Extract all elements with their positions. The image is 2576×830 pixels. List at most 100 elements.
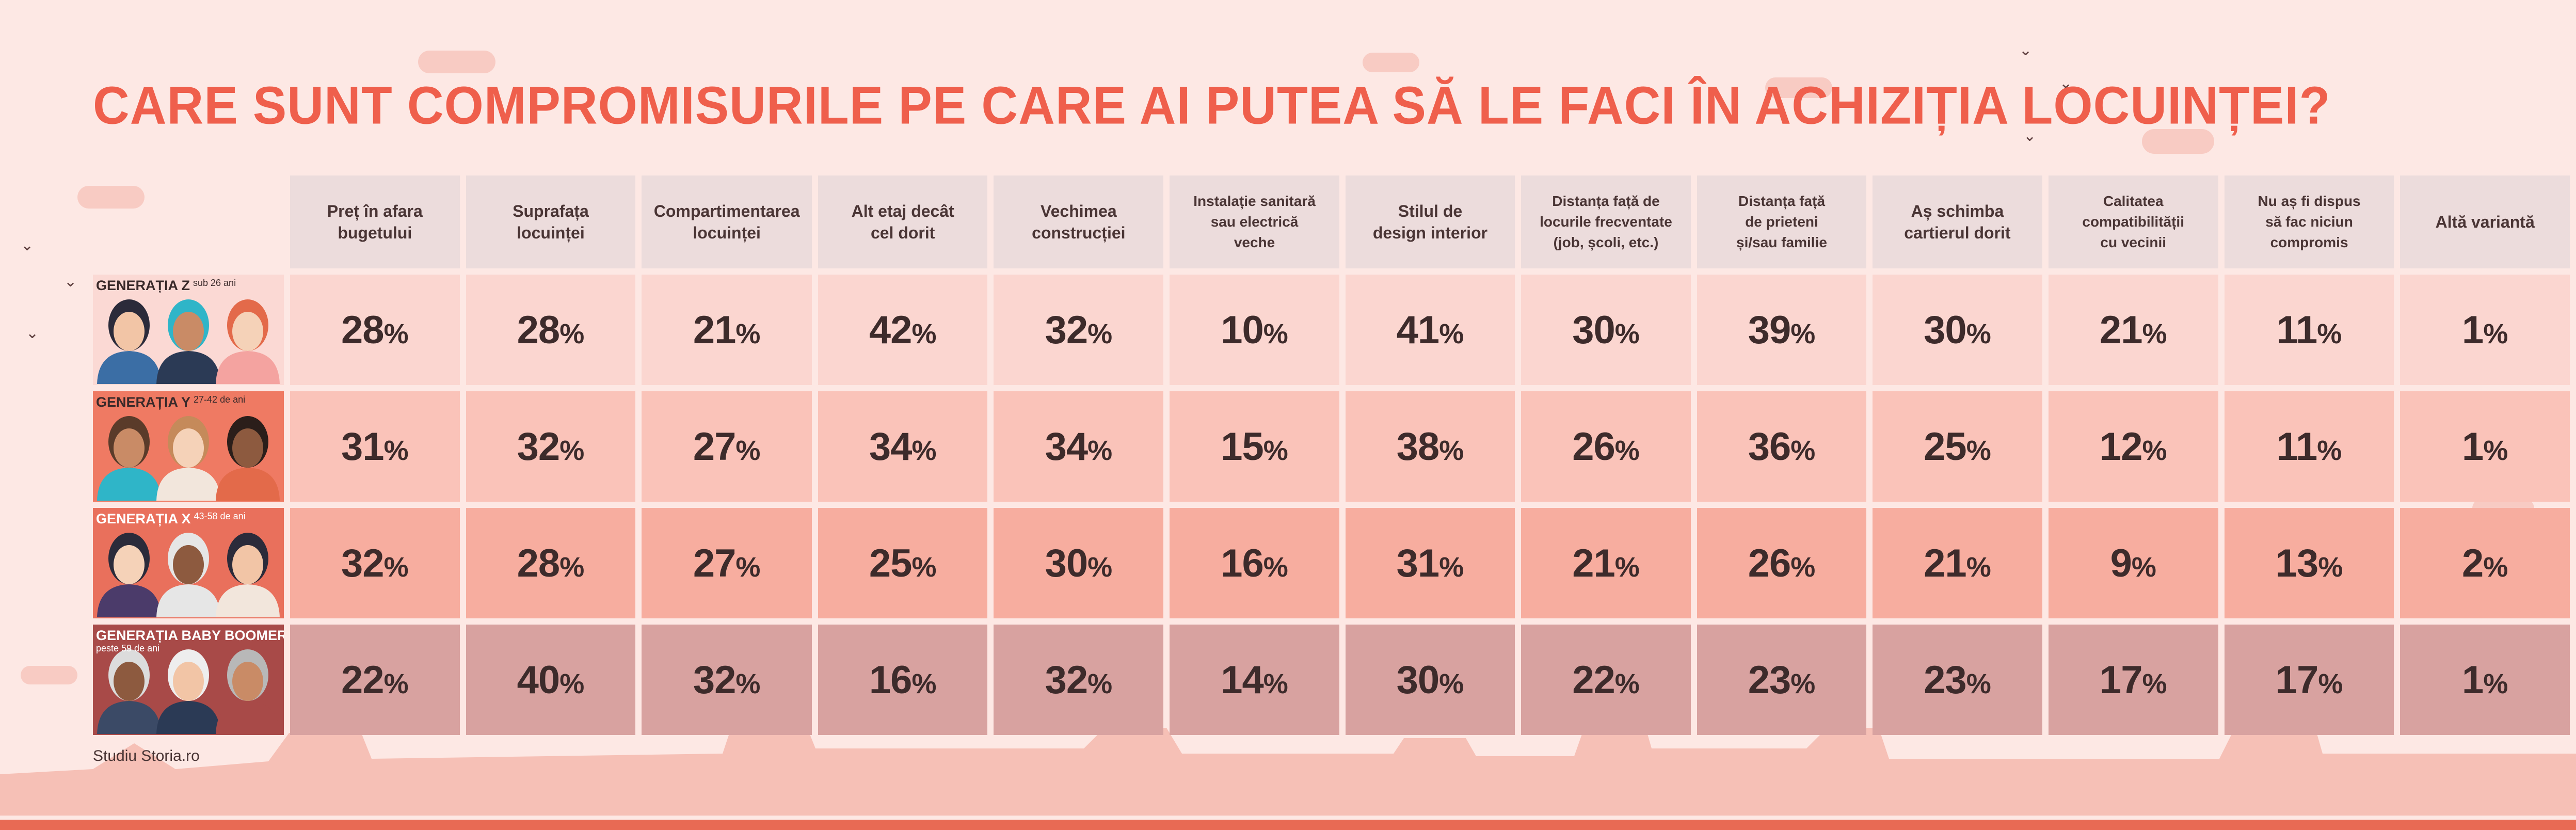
person-body xyxy=(97,468,161,501)
value-cell: 21% xyxy=(1521,508,1691,618)
column-header-line: Distanța față xyxy=(1738,193,1826,209)
percent-value: 32 xyxy=(1045,658,1089,702)
percent-sign: % xyxy=(1790,318,1816,349)
column-header: Calitatea compatibilității cu vecinii xyxy=(2048,175,2218,268)
person-face xyxy=(173,662,204,701)
generation-age: sub 26 ani xyxy=(193,278,236,288)
column-header-line: compromis xyxy=(2270,234,2348,250)
percent-value: 10 xyxy=(1221,308,1264,352)
column-header: Stilul de design interior xyxy=(1345,175,1515,268)
column-header-line: Compartimentarea xyxy=(653,202,800,220)
column-header-line: bugetului xyxy=(338,224,412,242)
percent-value: 16 xyxy=(1221,541,1264,585)
column-header: Suprafața locuinței xyxy=(466,175,636,268)
percent-sign: % xyxy=(1439,668,1464,699)
value-cell: 11% xyxy=(2224,391,2394,502)
value-cell: 39% xyxy=(1697,275,1867,385)
value-cell: 36% xyxy=(1697,391,1867,502)
percent-value: 30 xyxy=(1924,308,1967,352)
table-header-row: Preț în afara bugetului Suprafața locuinței… xyxy=(93,175,2570,268)
percent-sign: % xyxy=(1263,551,1288,583)
value-cell: 15% xyxy=(1170,391,1339,502)
value-cell: 32% xyxy=(642,625,812,735)
column-header: Distanța față de locurile frecventate (job… xyxy=(1521,175,1691,268)
percent-value: 13 xyxy=(2275,541,2319,585)
person-face xyxy=(232,662,263,701)
person-body xyxy=(156,584,220,617)
column-header-line: cu vecinii xyxy=(2100,234,2167,250)
bird-icon: ⌄ xyxy=(21,236,34,254)
percent-value: 32 xyxy=(693,658,737,702)
percent-value: 31 xyxy=(341,424,385,469)
percent-sign: % xyxy=(1087,668,1113,699)
column-header-line: cartierul dorit xyxy=(1904,224,2011,242)
percent-value: 28 xyxy=(517,541,561,585)
column-header-line: Suprafața xyxy=(513,202,589,220)
percent-sign: % xyxy=(1790,551,1816,583)
value-cell: 30% xyxy=(1873,275,2042,385)
person-face xyxy=(114,312,145,351)
value-cell: 9% xyxy=(2048,508,2218,618)
value-cell: 25% xyxy=(1873,391,2042,502)
value-cell: 1% xyxy=(2400,625,2570,735)
value-cell: 13% xyxy=(2224,508,2394,618)
percent-sign: % xyxy=(2483,318,2508,349)
percent-sign: % xyxy=(1790,435,1816,466)
percent-value: 1 xyxy=(2462,424,2484,469)
percent-value: 30 xyxy=(1045,541,1089,585)
percent-value: 16 xyxy=(869,658,913,702)
value-cell: 17% xyxy=(2224,625,2394,735)
percent-value: 23 xyxy=(1748,658,1791,702)
percent-value: 32 xyxy=(1045,308,1089,352)
person-face xyxy=(173,428,204,468)
percent-value: 2 xyxy=(2462,541,2484,585)
value-cell: 26% xyxy=(1521,391,1691,502)
percent-sign: % xyxy=(1966,435,1991,466)
generation-name-text: GENERAȚIA Y xyxy=(96,394,191,410)
column-header-line: (job, școli, etc.) xyxy=(1553,234,1659,250)
percent-value: 30 xyxy=(1572,308,1615,352)
percent-sign: % xyxy=(2483,551,2508,583)
percent-value: 30 xyxy=(1396,658,1440,702)
person-face xyxy=(232,312,263,351)
cloud-decoration xyxy=(2142,129,2214,154)
page-title: CARE SUNT COMPROMISURILE PE CARE AI PUTE… xyxy=(93,75,2331,135)
percent-value: 17 xyxy=(2099,658,2143,702)
percent-value: 25 xyxy=(1924,424,1967,469)
bottom-bar xyxy=(0,820,2576,830)
person-body xyxy=(156,351,220,384)
person-face xyxy=(232,428,263,468)
percent-value: 22 xyxy=(341,658,385,702)
percent-sign: % xyxy=(559,668,585,699)
table-row: GENERAȚIA Y 27-42 de ani 31% 32% 27% 34% 34% 15… xyxy=(93,391,2570,502)
percent-value: 26 xyxy=(1748,541,1791,585)
percent-sign: % xyxy=(911,668,937,699)
column-header-line: Instalație sanitară xyxy=(1193,193,1316,209)
percent-value: 11 xyxy=(2276,424,2317,469)
percent-sign: % xyxy=(1614,551,1640,583)
value-cell: 28% xyxy=(466,508,636,618)
person-body xyxy=(156,468,220,501)
value-cell: 38% xyxy=(1345,391,1515,502)
person-body xyxy=(97,701,161,734)
column-header-line: cel dorit xyxy=(870,224,935,242)
percent-value: 32 xyxy=(517,424,561,469)
bird-icon: ⌄ xyxy=(64,273,77,291)
percent-sign: % xyxy=(1790,668,1816,699)
percent-sign: % xyxy=(2318,668,2343,699)
percent-sign: % xyxy=(735,435,761,466)
percent-value: 11 xyxy=(2276,308,2317,352)
column-header: Vechimea construcției xyxy=(994,175,1164,268)
percent-value: 28 xyxy=(341,308,385,352)
percent-value: 39 xyxy=(1748,308,1791,352)
percent-value: 26 xyxy=(1572,424,1615,469)
value-cell: 27% xyxy=(642,508,812,618)
percent-sign: % xyxy=(1439,551,1464,583)
generation-name: GENERAȚIA X 43-58 de ani xyxy=(96,511,246,527)
bird-icon: ⌄ xyxy=(2023,127,2037,145)
column-header-line: compatibilității xyxy=(2082,214,2184,230)
percent-value: 14 xyxy=(1221,658,1264,702)
column-header-line: design interior xyxy=(1372,224,1488,242)
value-cell: 22% xyxy=(290,625,460,735)
